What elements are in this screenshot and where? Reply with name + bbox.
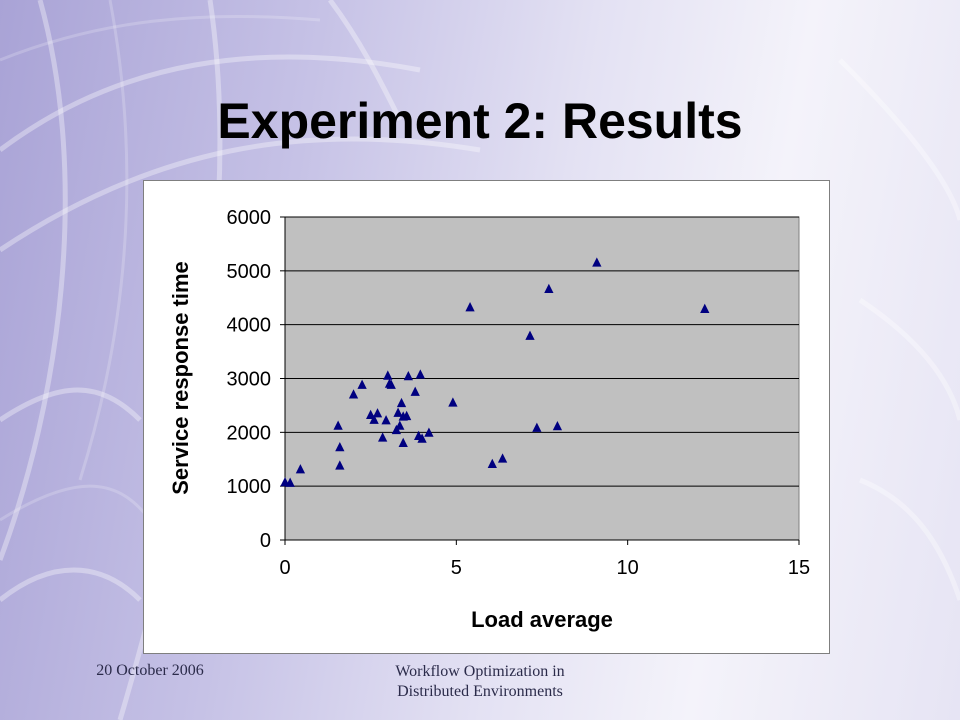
data-point: [393, 407, 403, 417]
data-point: [348, 389, 359, 399]
data-point: [417, 433, 427, 443]
data-point: [592, 257, 602, 267]
data-point: [410, 386, 420, 396]
x-tick-label: 0: [279, 557, 290, 579]
y-tick-label: 3000: [227, 369, 272, 391]
x-axis-label: Load average: [471, 607, 613, 632]
data-point: [424, 427, 434, 437]
scatter-chart: 0 1000 2000 3000 4000 5000 6000 0 5 10 15 Load av…: [168, 207, 810, 632]
footer-title: Workflow Optimization in Distributed Env…: [360, 662, 600, 702]
x-axis-tick-labels: 0 5 10 15: [279, 540, 810, 579]
data-point: [295, 464, 306, 474]
data-point: [448, 397, 458, 407]
data-point: [386, 379, 396, 389]
data-point: [381, 415, 391, 425]
data-point: [366, 409, 376, 420]
data-point: [487, 458, 497, 468]
data-point: [335, 460, 345, 470]
data-point: [369, 414, 379, 424]
y-tick-label: 6000: [227, 207, 272, 229]
data-point: [396, 397, 407, 408]
data-point: [357, 379, 367, 389]
data-point: [525, 330, 535, 340]
data-points: [280, 257, 710, 487]
data-point: [398, 437, 408, 448]
data-point: [333, 420, 343, 430]
data-point: [378, 432, 388, 442]
y-tick-label: 2000: [227, 422, 272, 444]
data-point: [497, 453, 508, 463]
x-tick-label: 10: [617, 557, 639, 579]
data-point: [532, 422, 542, 432]
footer-title-line-2: Distributed Environments: [397, 683, 563, 700]
data-point: [401, 410, 412, 421]
x-tick-label: 15: [788, 557, 810, 579]
y-tick-label: 4000: [227, 315, 272, 337]
slide-title: Experiment 2: Results: [217, 93, 743, 149]
y-tick-label: 1000: [227, 476, 272, 498]
x-tick-label: 5: [451, 557, 462, 579]
y-tick-label: 5000: [227, 261, 272, 283]
y-tick-label: 0: [260, 530, 271, 552]
chart-frame: 0 1000 2000 3000 4000 5000 6000 0 5 10 15 Load av…: [143, 180, 830, 654]
data-point: [395, 420, 405, 430]
data-point: [465, 302, 475, 312]
footer-title-line-1: Workflow Optimization in: [395, 663, 565, 680]
y-axis-label: Service response time: [168, 261, 193, 495]
footer-date: 20 October 2006: [96, 662, 204, 679]
data-point: [700, 303, 710, 313]
y-axis-tick-labels: 0 1000 2000 3000 4000 5000 6000: [227, 207, 285, 552]
data-point: [335, 442, 345, 452]
data-point: [403, 370, 414, 381]
data-point: [372, 408, 383, 418]
data-point: [285, 477, 295, 487]
data-point: [383, 370, 393, 380]
data-point: [544, 283, 554, 294]
data-point: [552, 421, 563, 431]
data-point: [415, 369, 426, 379]
